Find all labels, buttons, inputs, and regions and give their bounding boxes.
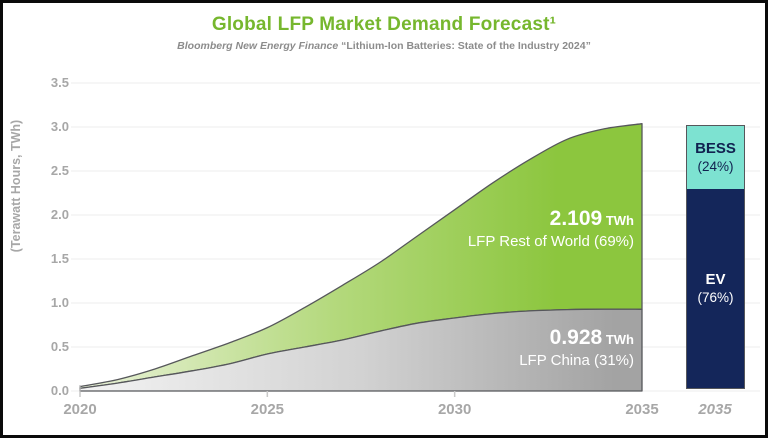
- ev-label: EV: [705, 270, 726, 288]
- page-title: Global LFP Market Demand Forecast¹: [211, 14, 557, 35]
- bess-pct-label: (24%): [697, 159, 734, 175]
- bess-label: BESS: [695, 139, 736, 157]
- row-annotation: 2.109 TWh LFP Rest of World (69%): [468, 207, 634, 250]
- y-tick-label: 0.5: [50, 339, 69, 354]
- row-label: LFP Rest of World (69%): [467, 233, 634, 251]
- china-label: LFP China (31%): [519, 352, 634, 370]
- chart-subtitle: Bloomberg New Energy Finance “Lithium-Io…: [3, 40, 765, 52]
- row-unit: TWh: [602, 213, 634, 228]
- ev-pct-label: (76%): [697, 290, 734, 306]
- bar-year-label: 2035: [698, 401, 732, 418]
- y-tick-label: 0.0: [50, 383, 69, 398]
- x-tick-label: 2025: [250, 401, 285, 418]
- y-tick-label: 2.5: [50, 163, 69, 178]
- stacked-area-chart: [71, 82, 760, 397]
- bar-segment-bess: BESS (24%): [687, 126, 744, 189]
- row-value: 2.109: [549, 207, 603, 230]
- y-tick-label: 2.0: [50, 207, 69, 222]
- y-tick-label: 1.5: [50, 251, 69, 266]
- x-tick-label: 2020: [63, 401, 97, 418]
- subtitle-report: “Lithium-Ion Batteries: State of the Ind…: [338, 40, 591, 52]
- china-annotation: 0.928 TWh LFP China (31%): [519, 326, 634, 369]
- subtitle-source: Bloomberg New Energy Finance: [177, 40, 339, 52]
- y-tick-label: 1.0: [50, 295, 69, 310]
- china-value: 0.928: [549, 326, 603, 349]
- china-unit: TWh: [602, 332, 634, 347]
- area-lfp-china: [79, 308, 643, 392]
- x-tick-label: 2035: [625, 401, 659, 418]
- x-tick-label: 2030: [437, 401, 472, 418]
- y-tick-label: 3.0: [50, 119, 69, 134]
- y-tick-label: 3.5: [50, 75, 69, 90]
- bess-ev-stacked-bar: BESS (24%) EV (76%): [686, 125, 745, 389]
- bar-segment-ev: EV (76%): [687, 189, 744, 388]
